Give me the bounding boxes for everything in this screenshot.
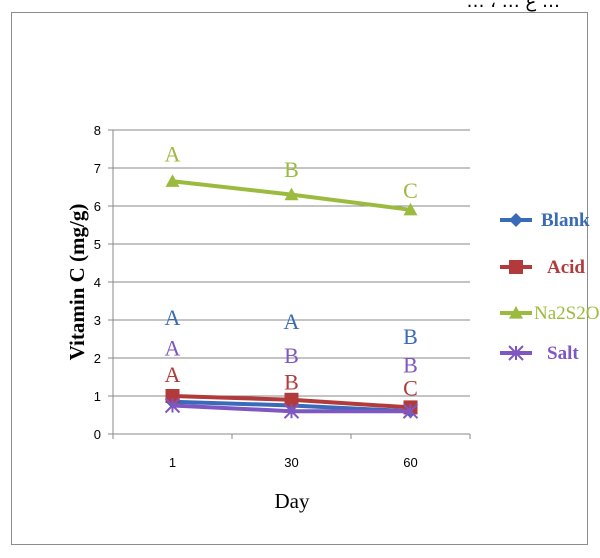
y-tick-label-1: 1	[94, 389, 101, 404]
y-tick-label-7: 7	[94, 161, 101, 176]
axes: 0 1 2 3 4 5 6 7 8 1 30 60	[94, 123, 471, 470]
x-tick-label-30: 30	[284, 455, 298, 470]
y-tick-label-6: 6	[94, 199, 101, 214]
point-acid-1	[165, 389, 180, 403]
legend-marker-blank	[509, 213, 523, 227]
y-tick-label-2: 2	[94, 351, 101, 366]
letter-salt-1: A	[165, 336, 181, 361]
page-caption: … ، … ع …	[466, 0, 560, 12]
point-acid-30	[284, 392, 299, 407]
y-axis-title: Vitamin C (mg/g)	[65, 204, 89, 361]
point-na2s2o-60	[403, 202, 418, 216]
point-salt-30	[283, 403, 300, 419]
legend-marker-acid	[509, 260, 523, 274]
y-tick-label-4: 4	[94, 275, 101, 290]
point-salt-60	[402, 403, 419, 419]
letter-blank-30: A	[284, 309, 300, 334]
legend-label-acid: Acid	[547, 257, 585, 278]
legend-label-na2s2o: Na2S2O	[534, 303, 599, 324]
legend: Blank Acid Na2S2O Salt	[500, 210, 599, 364]
letter-na2s2o-30: B	[284, 157, 299, 182]
letter-salt-60: B	[403, 353, 418, 378]
point-salt-1	[164, 397, 181, 414]
letter-salt-30: B	[284, 343, 299, 368]
letter-acid-30: B	[284, 370, 299, 395]
y-tick-label-8: 8	[94, 123, 101, 138]
legend-label-salt: Salt	[547, 343, 579, 364]
letter-blank-1: A	[165, 305, 181, 330]
chart-frame	[11, 12, 588, 545]
y-tick-label-3: 3	[94, 313, 101, 328]
point-na2s2o-1	[165, 174, 180, 187]
x-tick-label-1: 1	[169, 455, 176, 470]
legend-marker-salt	[508, 345, 524, 361]
y-tick-label-5: 5	[94, 237, 101, 252]
letter-na2s2o-1: A	[165, 142, 181, 167]
x-tick-label-60: 60	[403, 455, 417, 470]
y-tick-label-0: 0	[94, 427, 101, 442]
letter-acid-60: C	[403, 375, 418, 400]
legend-marker-na2s2o	[509, 306, 523, 319]
letter-na2s2o-60: C	[403, 178, 418, 203]
letter-blank-60: B	[403, 324, 418, 349]
point-na2s2o-30	[284, 187, 299, 201]
series-lines	[164, 174, 419, 419]
legend-label-blank: Blank	[541, 210, 590, 231]
x-axis-title: Day	[275, 489, 310, 513]
letter-acid-1: A	[165, 362, 181, 387]
